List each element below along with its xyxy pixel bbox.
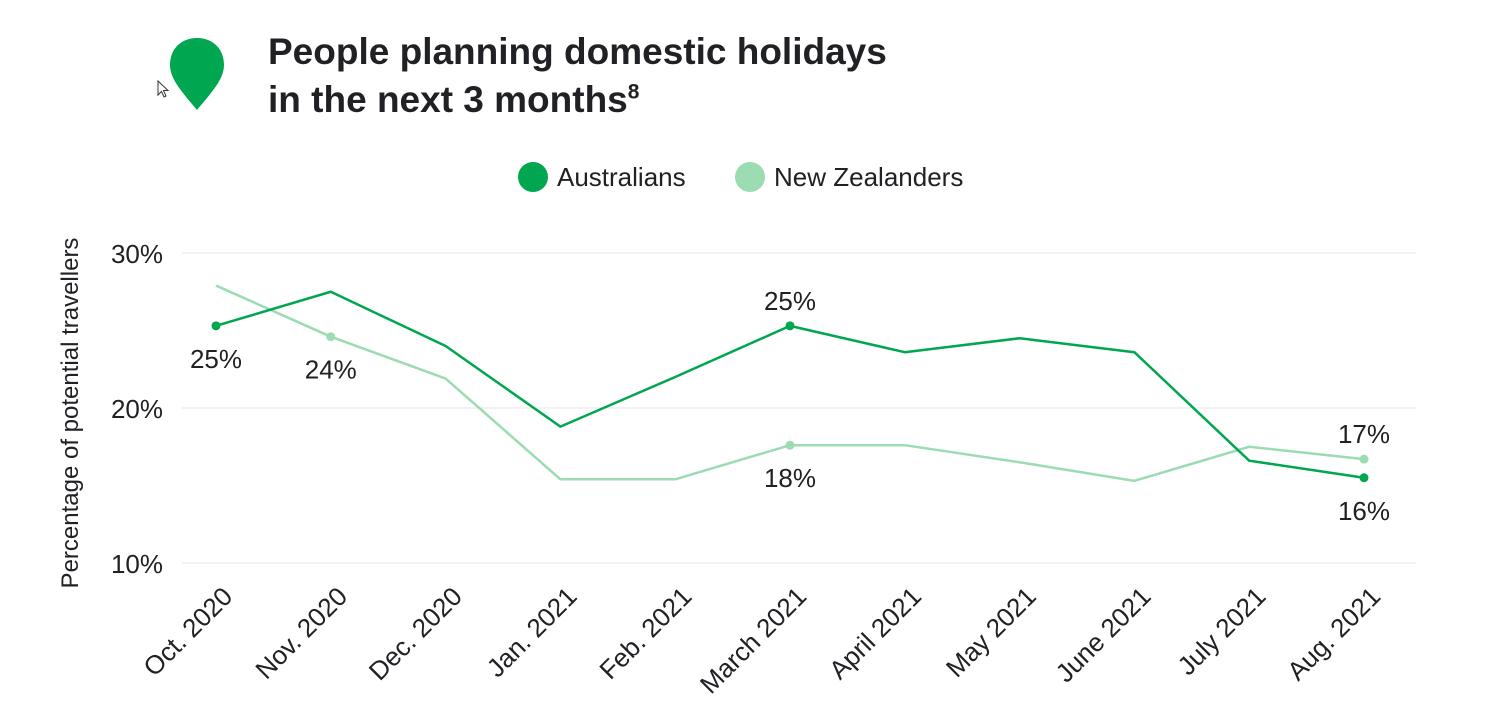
data-labels: 24% 18% 17% 25% 25% 16% (190, 286, 1390, 526)
chart-title: People planning domestic holidays in the … (268, 28, 887, 124)
data-point (326, 332, 336, 342)
y-tick-label: 10% (111, 549, 163, 579)
title-line-1: People planning domestic holidays (268, 31, 887, 72)
x-tick-label: March 2021 (694, 581, 812, 699)
series-markers (211, 321, 1369, 483)
legend-swatch-new-zealanders (735, 162, 765, 192)
data-point (1359, 473, 1369, 483)
location-pin-icon (170, 38, 224, 110)
x-tick-labels: Oct. 2020 Nov. 2020 Dec. 2020 Jan. 2021 Feb.… (137, 581, 1386, 699)
x-tick-label: Jan. 2021 (481, 581, 583, 683)
data-point (1359, 454, 1369, 464)
data-point (785, 321, 795, 331)
x-tick-label: Nov. 2020 (249, 581, 353, 685)
data-point (785, 440, 795, 450)
legend-swatch-australians (518, 162, 548, 192)
legend-label-new-zealanders: New Zealanders (774, 162, 963, 192)
x-tick-label: May 2021 (940, 581, 1042, 683)
y-tick-label: 20% (111, 394, 163, 424)
series-line-australians (215, 290, 1365, 479)
data-label: 24% (305, 355, 357, 385)
x-tick-label: July 2021 (1172, 581, 1272, 681)
title-line-2: in the next 3 months (268, 79, 628, 120)
data-label: 16% (1338, 496, 1390, 526)
y-tick-label: 30% (111, 239, 163, 269)
x-tick-label: Dec. 2020 (363, 581, 468, 686)
data-label: 18% (764, 463, 816, 493)
x-tick-label: Feb. 2021 (593, 581, 697, 685)
data-label: 17% (1338, 419, 1390, 449)
mouse-cursor-icon (157, 80, 170, 98)
x-tick-label: Aug. 2021 (1281, 581, 1386, 686)
data-label: 25% (764, 286, 816, 316)
data-point (211, 321, 221, 331)
x-tick-label: April 2021 (823, 581, 927, 685)
x-tick-label: June 2021 (1050, 581, 1157, 688)
y-axis-label: Percentage of potential travellers (57, 238, 84, 589)
title-footnote: 8 (627, 80, 640, 104)
legend: Australians New Zealanders (518, 162, 963, 192)
data-label: 25% (190, 344, 242, 374)
gridlines (182, 252, 1416, 564)
x-tick-label: Oct. 2020 (137, 581, 238, 682)
legend-label-australians: Australians (557, 162, 686, 192)
y-tick-labels: 10% 20% 30% (111, 239, 163, 579)
